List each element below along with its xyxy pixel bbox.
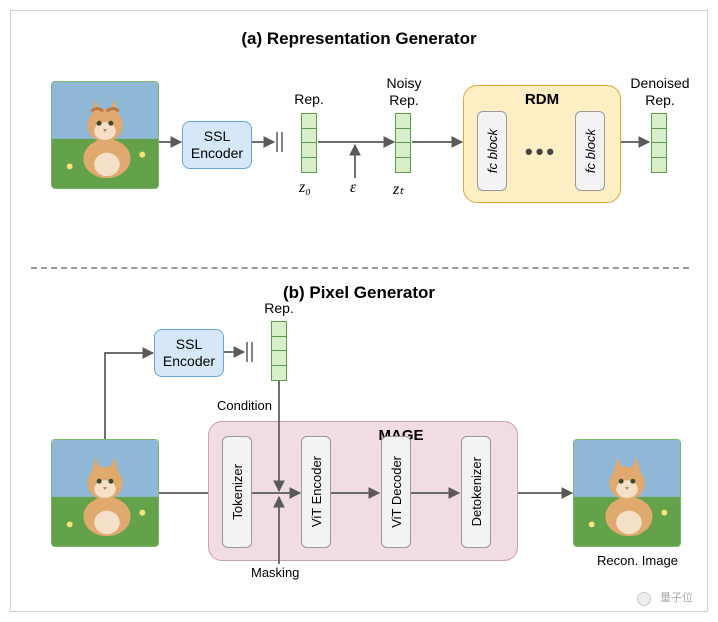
cat-thumbnail-icon [52, 440, 158, 546]
arrow-icon [349, 142, 361, 180]
condition-label: Condition [217, 398, 272, 413]
vit-encoder-label: ViT Encoder [309, 456, 324, 527]
output-image [573, 439, 681, 547]
fc-block-2: fc block [575, 111, 605, 191]
masking-label: Masking [251, 565, 299, 580]
vit-decoder-label: ViT Decoder [389, 456, 404, 528]
ssl-encoder-a: SSL Encoder [182, 121, 252, 169]
tokenizer-block: Tokenizer [222, 436, 252, 548]
z0-label: z₀ [299, 179, 311, 197]
rep-vector-z0 [301, 113, 317, 173]
vit-encoder-block: ViT Encoder [301, 436, 331, 548]
arrow-icon [621, 137, 651, 147]
input-image-a [51, 81, 159, 189]
watermark: 量子位 [660, 589, 693, 605]
ssl-encoder-b: SSL Encoder [154, 329, 224, 377]
detokenizer-block: Detokenizer [461, 436, 491, 548]
epsilon-label: ε [350, 179, 356, 197]
cat-thumbnail-icon [574, 440, 680, 546]
watermark-logo-icon [637, 592, 651, 606]
rep-vector-zt [395, 113, 411, 173]
arrow-icon [159, 137, 183, 147]
arrow-icon [518, 488, 574, 498]
arrow-elbow-icon [105, 349, 157, 445]
panel-divider [31, 267, 689, 269]
tokenizer-label: Tokenizer [230, 464, 245, 520]
arrow-icon [412, 137, 464, 147]
arrow-up-icon [274, 494, 286, 566]
zt-label: zₜ [393, 179, 404, 199]
rep-label: Rep. [289, 91, 329, 108]
denoised-rep-label: Denoised Rep. [625, 75, 695, 109]
rdm-label: RDM [463, 91, 621, 109]
input-image-b [51, 439, 159, 547]
stop-grad-icon [274, 130, 286, 159]
arrow-down-icon [274, 381, 286, 493]
arrow-icon [224, 347, 246, 357]
arrow-icon [411, 488, 461, 498]
panel-b-title: (b) Pixel Generator [11, 283, 707, 303]
noisy-rep-label: Noisy Rep. [377, 75, 431, 109]
arrow-icon [331, 488, 381, 498]
panel-a-title: (a) Representation Generator [11, 29, 707, 49]
fc-block-label: fc block [583, 129, 598, 173]
cat-thumbnail-icon [52, 82, 158, 188]
fc-block-label: fc block [485, 129, 500, 173]
rep-vector-out [651, 113, 667, 173]
ellipsis-icon: ••• [525, 139, 557, 165]
recon-image-label: Recon. Image [597, 553, 678, 568]
arrow-icon [252, 137, 276, 147]
detokenizer-label: Detokenizer [469, 457, 484, 526]
fc-block-1: fc block [477, 111, 507, 191]
vit-decoder-block: ViT Decoder [381, 436, 411, 548]
rep-vector-b [271, 321, 287, 381]
rep-label-b: Rep. [259, 300, 299, 317]
figure-frame: (a) Representation Generator SSL Encoder [10, 10, 708, 612]
stop-grad-icon [244, 340, 256, 369]
